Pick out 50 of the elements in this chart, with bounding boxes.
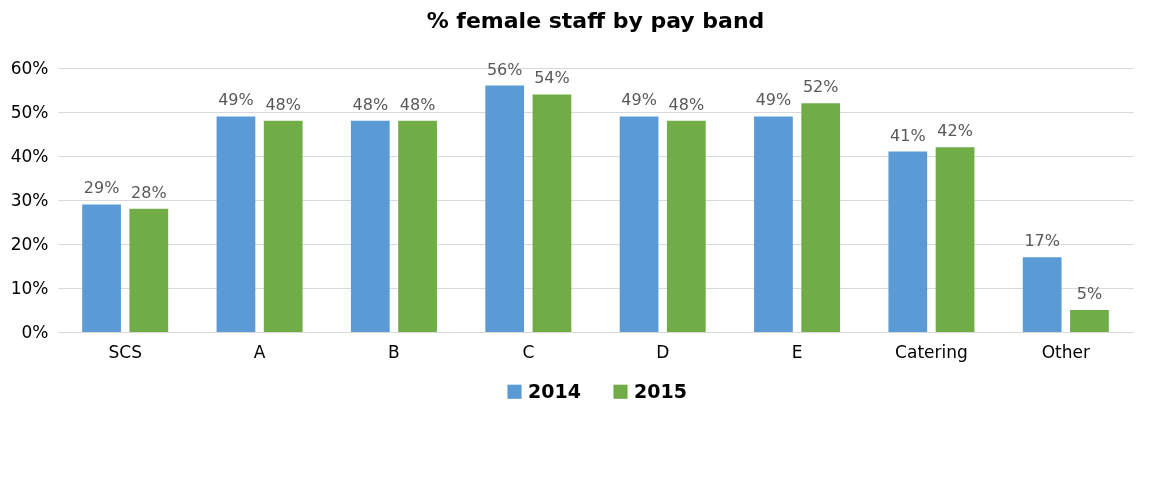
x-tick-label: C: [522, 341, 535, 362]
y-tick-label: 50%: [10, 101, 49, 122]
x-tick-label: E: [791, 341, 803, 362]
bar: [801, 103, 841, 332]
y-tick-label: 60%: [10, 57, 49, 78]
data-label: 49%: [755, 90, 792, 110]
y-tick-label: 30%: [10, 189, 49, 210]
bar: [1070, 310, 1109, 332]
x-tick-label: B: [388, 341, 400, 362]
bar: [935, 147, 975, 332]
data-label: 41%: [890, 125, 926, 145]
x-tick-label: D: [656, 341, 670, 362]
x-tick-label: Catering: [895, 341, 968, 362]
legend-label: 2014: [528, 379, 581, 402]
data-label: 48%: [399, 94, 436, 114]
data-label: 56%: [486, 59, 523, 79]
bar: [485, 85, 525, 332]
x-tick-label: Other: [1041, 341, 1090, 362]
data-label: 54%: [534, 68, 570, 88]
data-label: 5%: [1076, 284, 1103, 303]
data-label: 29%: [83, 178, 120, 198]
x-tick-label: SCS: [108, 341, 142, 362]
y-tick-label: 40%: [10, 145, 49, 166]
bar: [82, 204, 121, 332]
bar: [619, 116, 659, 332]
data-label: 49%: [621, 90, 657, 110]
bar: [398, 120, 437, 332]
x-tick-label: A: [253, 341, 266, 362]
bar: [350, 120, 390, 332]
bar: [216, 116, 256, 332]
y-tick-label: 20%: [10, 233, 49, 254]
y-tick-label: 0%: [21, 321, 49, 342]
data-label: 17%: [1024, 231, 1060, 251]
bar: [129, 208, 169, 332]
data-label: 48%: [265, 94, 301, 114]
bar: [888, 151, 928, 332]
bar: [532, 94, 572, 332]
data-label: 28%: [131, 182, 167, 202]
data-label: 48%: [352, 94, 389, 114]
y-tick-label: 10%: [10, 277, 49, 298]
bar: [754, 116, 793, 332]
bar: [263, 120, 303, 332]
data-label: 42%: [937, 121, 973, 141]
bar: [1022, 257, 1062, 332]
legend-label: 2015: [634, 379, 687, 402]
chart-title: % female staff by pay band: [426, 8, 765, 33]
data-label: 52%: [802, 77, 839, 97]
data-label: 49%: [218, 90, 254, 110]
bar: [666, 120, 706, 332]
data-label: 48%: [668, 94, 705, 114]
